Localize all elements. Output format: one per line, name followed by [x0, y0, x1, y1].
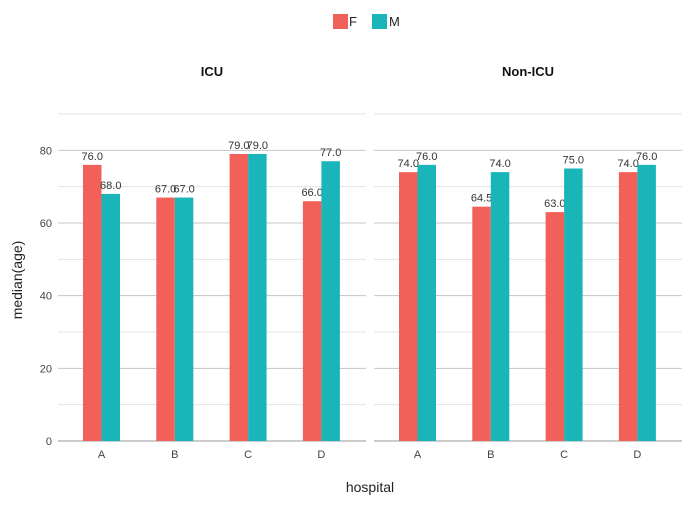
data-label-icu-c-m: 79.0 [247, 140, 268, 152]
legend-swatch-m[interactable] [372, 14, 387, 29]
y-tick-label: 80 [40, 145, 52, 157]
bar-non-icu-c-f[interactable] [545, 212, 565, 441]
panel-title-icu: ICU [201, 64, 223, 79]
bar-non-icu-d-f[interactable] [618, 172, 638, 441]
data-label-icu-d-m: 77.0 [320, 147, 341, 159]
legend-label-f[interactable]: F [349, 14, 357, 29]
data-label-non-icu-d-m: 76.0 [636, 151, 657, 163]
bar-non-icu-d-m[interactable] [637, 164, 656, 441]
bar-icu-d-m[interactable] [321, 161, 340, 441]
y-tick-label: 40 [40, 291, 52, 303]
data-label-non-icu-c-f: 63.0 [544, 198, 565, 210]
data-label-icu-b-m: 67.0 [173, 184, 194, 196]
y-tick-label: 60 [40, 218, 52, 230]
bar-icu-c-f[interactable] [229, 153, 249, 441]
legend-label-m[interactable]: M [389, 14, 400, 29]
panel-title-non-icu: Non-ICU [502, 64, 554, 79]
bar-non-icu-a-f[interactable] [399, 172, 418, 441]
data-label-icu-a-f: 76.0 [82, 151, 103, 163]
x-tick-label-b: B [171, 449, 178, 461]
x-tick-label-d: D [317, 449, 325, 461]
data-label-non-icu-b-m: 74.0 [489, 158, 510, 170]
bar-icu-a-m[interactable] [101, 193, 121, 441]
x-tick-label-a: A [98, 449, 106, 461]
x-axis-title: hospital [346, 479, 394, 495]
bar-non-icu-c-m[interactable] [564, 168, 583, 442]
data-label-non-icu-d-f: 74.0 [617, 158, 638, 170]
x-tick-label-d: D [633, 449, 641, 461]
data-label-non-icu-c-m: 75.0 [563, 155, 584, 167]
bar-icu-b-f[interactable] [156, 197, 175, 441]
x-tick-label-b: B [487, 449, 494, 461]
data-label-non-icu-a-f: 74.0 [398, 158, 419, 170]
bar-non-icu-b-m[interactable] [490, 172, 510, 441]
data-label-icu-d-f: 66.0 [301, 187, 322, 199]
bar-icu-d-f[interactable] [302, 201, 322, 441]
x-tick-label-a: A [414, 449, 422, 461]
bar-non-icu-b-f[interactable] [472, 206, 491, 441]
bar-icu-b-m[interactable] [174, 197, 194, 441]
data-label-non-icu-a-m: 76.0 [416, 151, 437, 163]
x-tick-label-c: C [560, 449, 568, 461]
x-tick-label-c: C [244, 449, 252, 461]
data-label-icu-a-m: 68.0 [100, 180, 121, 192]
bar-icu-a-f[interactable] [83, 164, 102, 441]
data-label-non-icu-b-f: 64.5 [471, 193, 492, 205]
y-tick-label: 0 [46, 436, 52, 448]
bar-icu-c-m[interactable] [248, 153, 267, 441]
legend-swatch-f[interactable] [333, 14, 348, 29]
data-label-icu-b-f: 67.0 [155, 184, 176, 196]
data-label-icu-c-f: 79.0 [228, 140, 249, 152]
bar-non-icu-a-m[interactable] [417, 164, 437, 441]
y-tick-label: 20 [40, 363, 52, 375]
y-axis-title: median(age) [9, 241, 25, 320]
